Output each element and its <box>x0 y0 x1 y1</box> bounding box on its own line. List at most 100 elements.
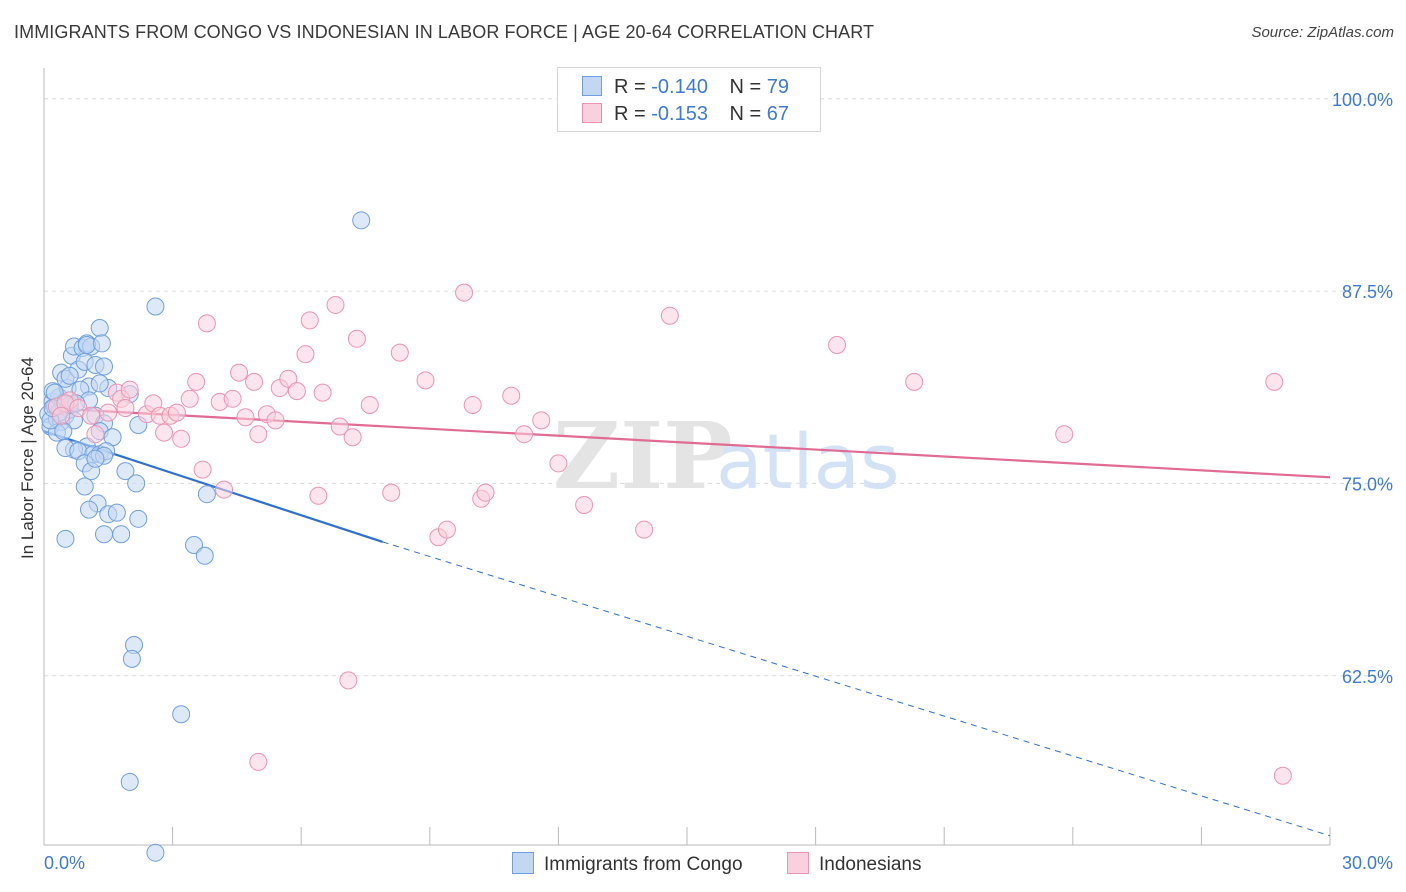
point-indonesian <box>99 403 118 422</box>
point-congo <box>60 366 79 385</box>
point-indonesian <box>193 460 212 479</box>
point-indonesian <box>249 752 268 771</box>
point-indonesian <box>155 423 174 442</box>
point-indonesian <box>330 417 349 436</box>
point-indonesian <box>905 372 924 391</box>
gridlines <box>44 98 1392 677</box>
point-congo <box>146 297 165 316</box>
point-indonesian <box>215 480 234 499</box>
point-indonesian <box>660 306 679 325</box>
trend-extension-congo <box>382 541 1331 837</box>
point-congo <box>116 462 135 481</box>
n-value-congo: 79 <box>766 76 790 98</box>
source-credit: Source: ZipAtlas.com <box>1251 24 1394 41</box>
point-congo <box>146 843 165 862</box>
point-indonesian <box>437 520 456 539</box>
point-congo <box>92 334 111 353</box>
point-indonesian <box>326 295 345 314</box>
point-indonesian <box>549 454 568 473</box>
point-indonesian <box>120 380 139 399</box>
point-congo <box>90 374 109 393</box>
y-tick-label: 87.5% <box>1342 282 1393 302</box>
point-indonesian <box>287 382 306 401</box>
point-congo <box>56 529 75 548</box>
point-indonesian <box>245 372 264 391</box>
r-value-indonesian: -0.153 <box>651 103 708 125</box>
point-indonesian <box>1055 425 1074 444</box>
point-indonesian <box>515 425 534 444</box>
point-indonesian <box>390 343 409 362</box>
legend-item-congo[interactable]: Immigrants from Congo <box>512 852 743 876</box>
chart-title: IMMIGRANTS FROM CONGO VS INDONESIAN IN L… <box>14 22 875 42</box>
y-tick-label: 62.5% <box>1342 667 1393 687</box>
point-indonesian <box>1265 372 1284 391</box>
watermark-zip: ZIP <box>553 402 732 510</box>
point-indonesian <box>309 486 328 505</box>
point-congo <box>197 485 216 504</box>
point-indonesian <box>236 408 255 427</box>
point-indonesian <box>300 311 319 330</box>
point-indonesian <box>180 389 199 408</box>
r-label: R = <box>614 76 646 98</box>
tick-labels: 100.0% 87.5% 75.0% 62.5% 0.0% 30.0% <box>44 90 1393 873</box>
r-value-congo: -0.140 <box>651 76 708 98</box>
point-indonesian <box>347 329 366 348</box>
point-indonesian <box>532 411 551 430</box>
point-indonesian <box>575 495 594 514</box>
point-indonesian <box>313 383 332 402</box>
legend-label-indonesian: Indonesians <box>819 854 922 875</box>
point-indonesian <box>828 335 847 354</box>
point-indonesian <box>1273 766 1292 785</box>
point-indonesian <box>476 483 495 502</box>
point-indonesian <box>382 483 401 502</box>
point-congo <box>95 525 114 544</box>
legend-row-indonesian: R = -0.153 N = 67 <box>582 103 789 127</box>
x-tick-label: 30.0% <box>1342 853 1393 873</box>
trend-line-indonesian <box>43 406 1331 479</box>
n-label: N = <box>729 103 762 125</box>
point-indonesian <box>197 314 216 333</box>
point-congo <box>122 649 141 668</box>
point-congo <box>127 474 146 493</box>
legend-row-congo: R = -0.140 N = 79 <box>582 76 789 100</box>
legend-item-indonesian[interactable]: Indonesians <box>787 852 921 876</box>
point-congo <box>352 211 371 230</box>
point-congo <box>172 705 191 724</box>
point-indonesian <box>502 386 521 405</box>
correlation-legend: R = -0.140 N = 79 R = -0.153 N = 67 <box>557 67 821 132</box>
n-value-indonesian: 67 <box>766 103 790 125</box>
point-indonesian <box>279 369 298 388</box>
point-congo <box>129 509 148 528</box>
point-indonesian <box>116 399 135 418</box>
legend-swatch-indonesian <box>582 103 602 123</box>
watermark-atlas: atlas <box>716 417 900 506</box>
point-indonesian <box>416 371 435 390</box>
axes <box>43 68 1331 846</box>
legend-swatch-indonesian <box>787 852 809 874</box>
r-label: R = <box>614 103 646 125</box>
y-tick-label: 75.0% <box>1342 474 1393 494</box>
y-axis-label: In Labor Force | Age 20-64 <box>18 357 37 559</box>
data-points <box>39 211 1292 862</box>
y-tick-label: 100.0% <box>1332 90 1393 110</box>
point-congo <box>86 449 105 468</box>
point-indonesian <box>223 389 242 408</box>
point-congo <box>112 525 131 544</box>
point-congo <box>75 477 94 496</box>
legend-label-congo: Immigrants from Congo <box>544 854 743 875</box>
n-label: N = <box>729 76 762 98</box>
point-indonesian <box>360 395 379 414</box>
point-indonesian <box>343 428 362 447</box>
point-indonesian <box>455 283 474 302</box>
point-congo <box>77 335 96 354</box>
point-indonesian <box>82 406 101 425</box>
legend-swatch-congo <box>512 852 534 874</box>
point-congo <box>90 319 109 338</box>
point-indonesian <box>249 425 268 444</box>
point-indonesian <box>230 363 249 382</box>
point-congo <box>120 772 139 791</box>
point-indonesian <box>266 411 285 430</box>
point-congo <box>80 500 99 519</box>
